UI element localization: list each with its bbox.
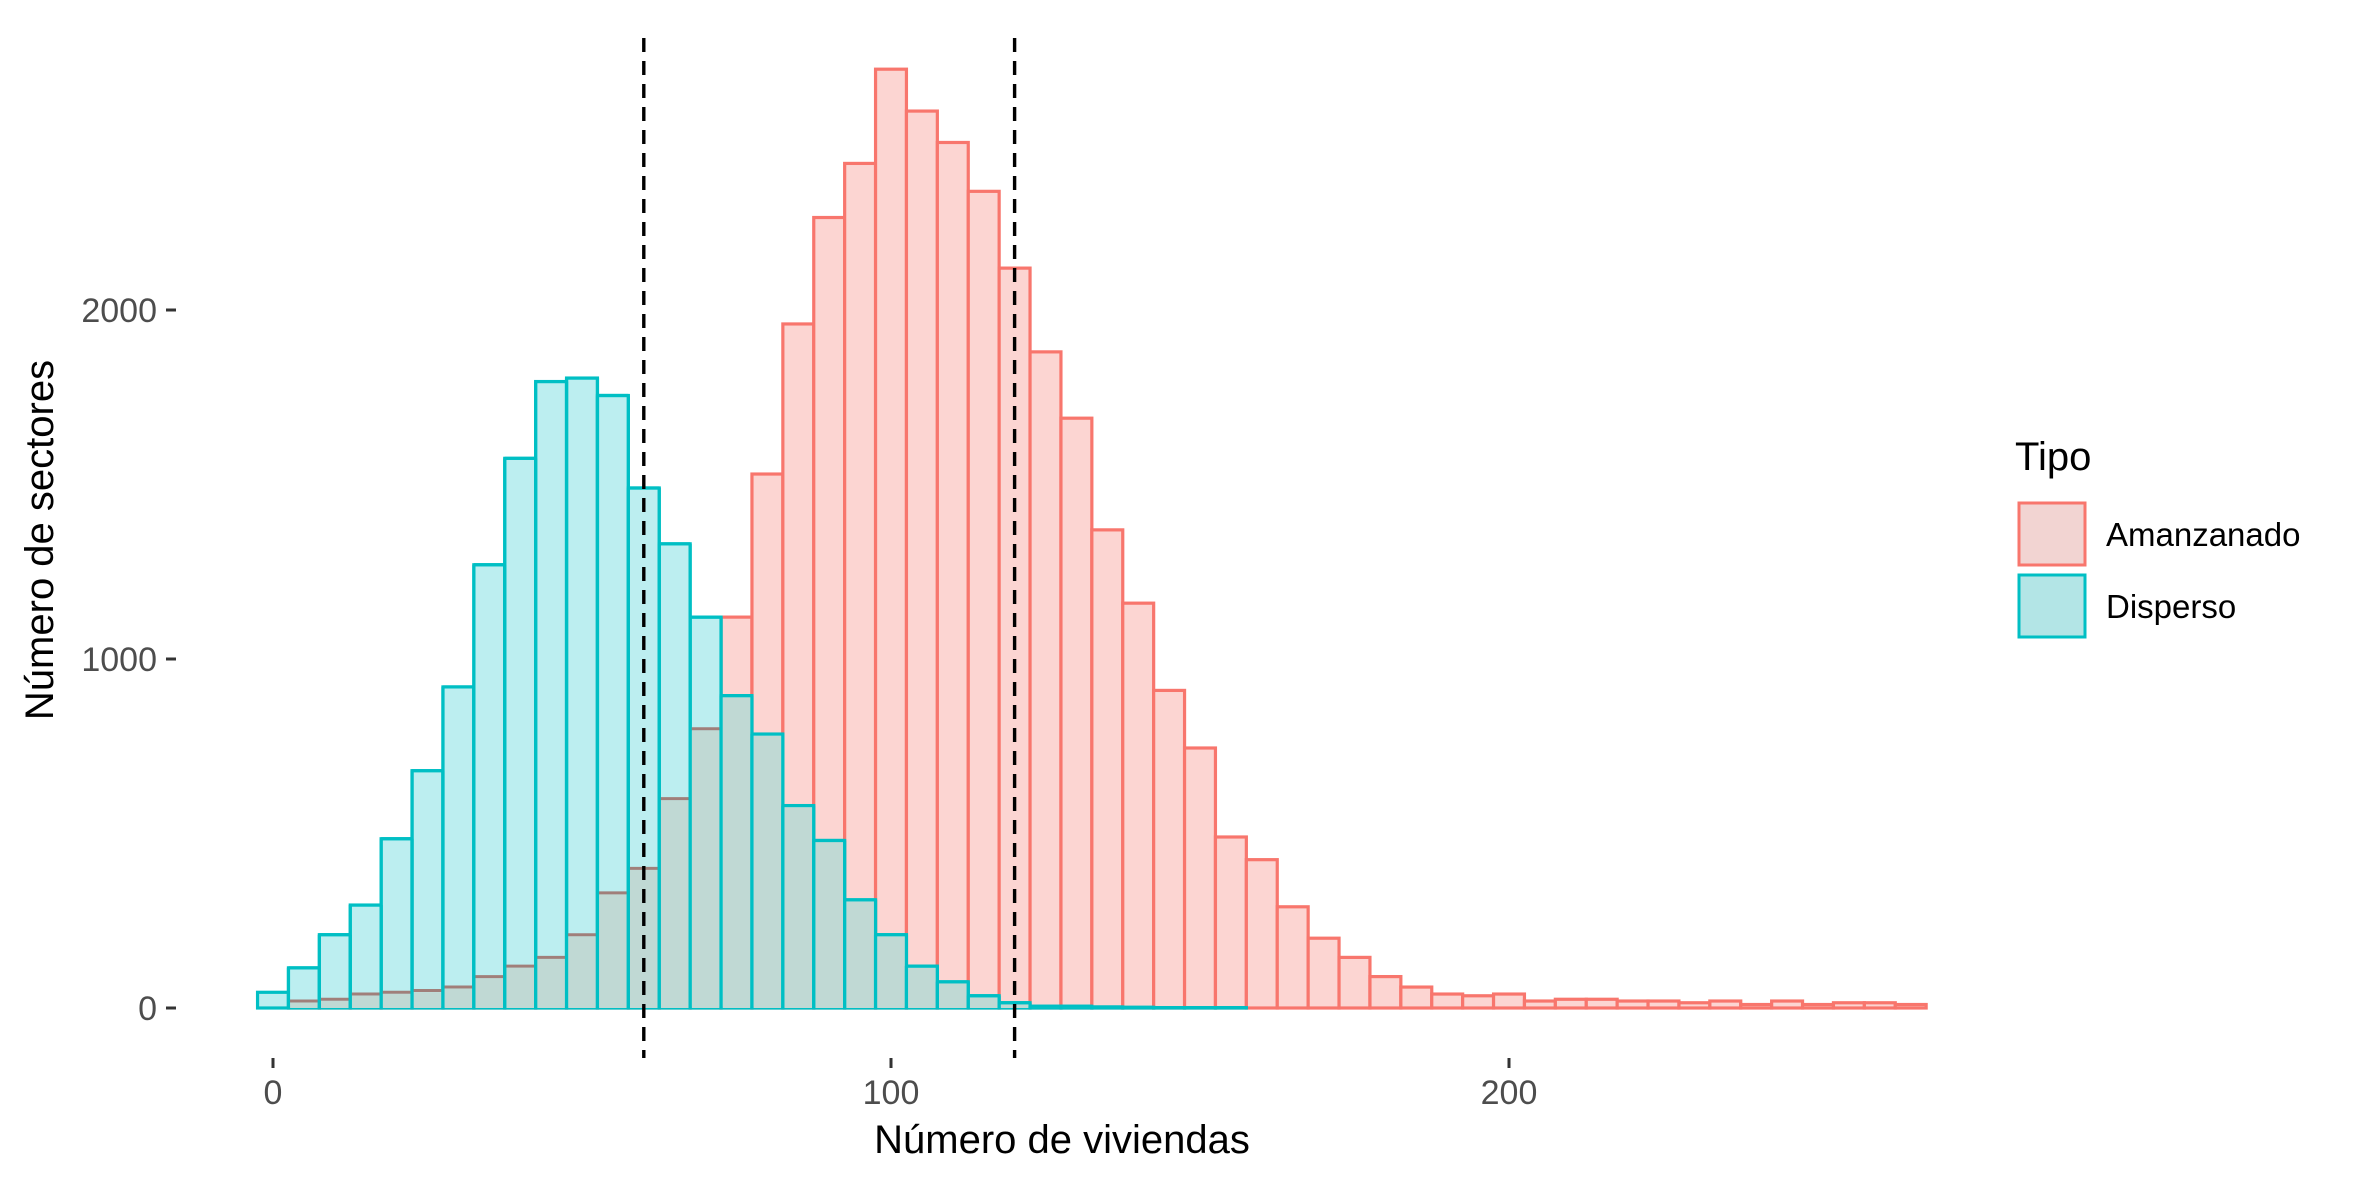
x-tick-label-2: 200 <box>1481 1074 1538 1112</box>
y-tick-label-1: 1000 <box>81 641 157 679</box>
legend: Tipo Amanzanado Disperso <box>2015 435 2300 639</box>
overlap-bar-13 <box>660 800 689 1008</box>
bar-amanzanado-49 <box>1770 999 1805 1010</box>
bar-amanzanado-36 <box>1368 974 1403 1010</box>
bar-amanzanado-32 <box>1244 858 1279 1010</box>
overlap-bar-18 <box>815 842 844 1008</box>
bar-disperso-9 <box>534 379 569 1010</box>
bar-amanzanado-38 <box>1430 992 1465 1010</box>
bar-amanzanado-48 <box>1739 1002 1774 1010</box>
overlap-bar-23 <box>969 997 998 1008</box>
bar-disperso-5 <box>410 769 445 1010</box>
bar-amanzanado-47 <box>1708 999 1743 1010</box>
x-axis: 0 100 200 <box>264 1058 1538 1112</box>
bar-amanzanado-30 <box>1182 746 1218 1010</box>
overlap-region <box>286 376 1248 1010</box>
bar-amanzanado-21 <box>904 109 939 1010</box>
bar-amanzanado-45 <box>1646 999 1681 1010</box>
bar-amanzanado-39 <box>1461 994 1496 1010</box>
bar-disperso-0 <box>255 990 291 1010</box>
bar-amanzanado-52 <box>1862 1001 1897 1010</box>
legend-label-disperso: Disperso <box>2106 588 2236 625</box>
overlap-bar-15 <box>722 697 751 1008</box>
bar-amanzanado-20 <box>873 67 909 1010</box>
bar-amanzanado-33 <box>1275 905 1310 1010</box>
bar-amanzanado-23 <box>966 189 1001 1010</box>
legend-label-amanzanado: Amanzanado <box>2106 516 2300 553</box>
bar-disperso-6 <box>441 685 476 1010</box>
overlap-bar-21 <box>908 967 936 1008</box>
y-axis-title: Número de sectores <box>18 360 62 720</box>
bar-amanzanado-50 <box>1800 1002 1836 1010</box>
bar-amanzanado-19 <box>843 161 878 1010</box>
overlap-bar-5 <box>413 992 442 1008</box>
bar-disperso-2 <box>317 933 352 1010</box>
bar-amanzanado-42 <box>1553 997 1588 1010</box>
bar-amanzanado-22 <box>935 140 970 1010</box>
overlap-bar-6 <box>444 988 473 1008</box>
overlap-bar-1 <box>290 1002 318 1008</box>
overlap-bar-4 <box>382 993 411 1008</box>
bar-disperso-10 <box>564 376 600 1010</box>
bar-amanzanado-53 <box>1893 1002 1928 1010</box>
x-tick-label-0: 0 <box>264 1074 283 1112</box>
bar-amanzanado-40 <box>1491 992 1527 1010</box>
bar-amanzanado-28 <box>1121 601 1156 1010</box>
overlap-bar-16 <box>753 735 782 1008</box>
x-tick-label-1: 100 <box>863 1074 920 1112</box>
legend-title: Tipo <box>2015 435 2091 479</box>
bar-amanzanado-46 <box>1677 1001 1712 1010</box>
overlap-bar-17 <box>784 807 813 1008</box>
y-tick-label-0: 0 <box>138 990 157 1028</box>
bar-disperso-7 <box>472 563 507 1010</box>
bar-amanzanado-26 <box>1059 416 1094 1010</box>
bar-amanzanado-44 <box>1615 999 1650 1010</box>
bar-amanzanado-35 <box>1337 955 1372 1010</box>
bar-amanzanado-51 <box>1831 1001 1866 1010</box>
overlap-bar-2 <box>320 1000 349 1009</box>
bar-amanzanado-41 <box>1522 999 1557 1010</box>
x-axis-title: Número de viviendas <box>874 1118 1250 1162</box>
overlap-bar-7 <box>475 978 504 1008</box>
overlap-bar-9 <box>537 959 565 1009</box>
bar-amanzanado-27 <box>1090 528 1125 1010</box>
bar-amanzanado-37 <box>1399 985 1434 1010</box>
overlap-bar-8 <box>506 967 535 1008</box>
bar-disperso-8 <box>503 456 538 1010</box>
bar-amanzanado-25 <box>1028 350 1063 1010</box>
overlap-bar-14 <box>691 730 720 1008</box>
bar-amanzanado-31 <box>1213 835 1248 1010</box>
bar-amanzanado-29 <box>1152 688 1187 1010</box>
overlap-bar-11 <box>599 894 627 1008</box>
y-axis: 0 1000 2000 <box>81 292 176 1028</box>
bar-amanzanado-34 <box>1306 936 1341 1010</box>
legend-key-amanzanado <box>2017 501 2087 567</box>
bar-amanzanado-43 <box>1584 997 1619 1010</box>
overlap-bar-20 <box>877 936 905 1008</box>
overlap-bar-10 <box>568 936 596 1008</box>
reference-lines <box>642 38 1017 1058</box>
legend-key-disperso <box>2017 573 2087 639</box>
y-tick-label-2: 2000 <box>81 292 157 330</box>
overlap-bar-3 <box>351 995 380 1008</box>
bar-disperso-4 <box>379 837 414 1010</box>
overlap-bar-22 <box>938 983 967 1008</box>
overlap-bar-19 <box>846 901 874 1008</box>
